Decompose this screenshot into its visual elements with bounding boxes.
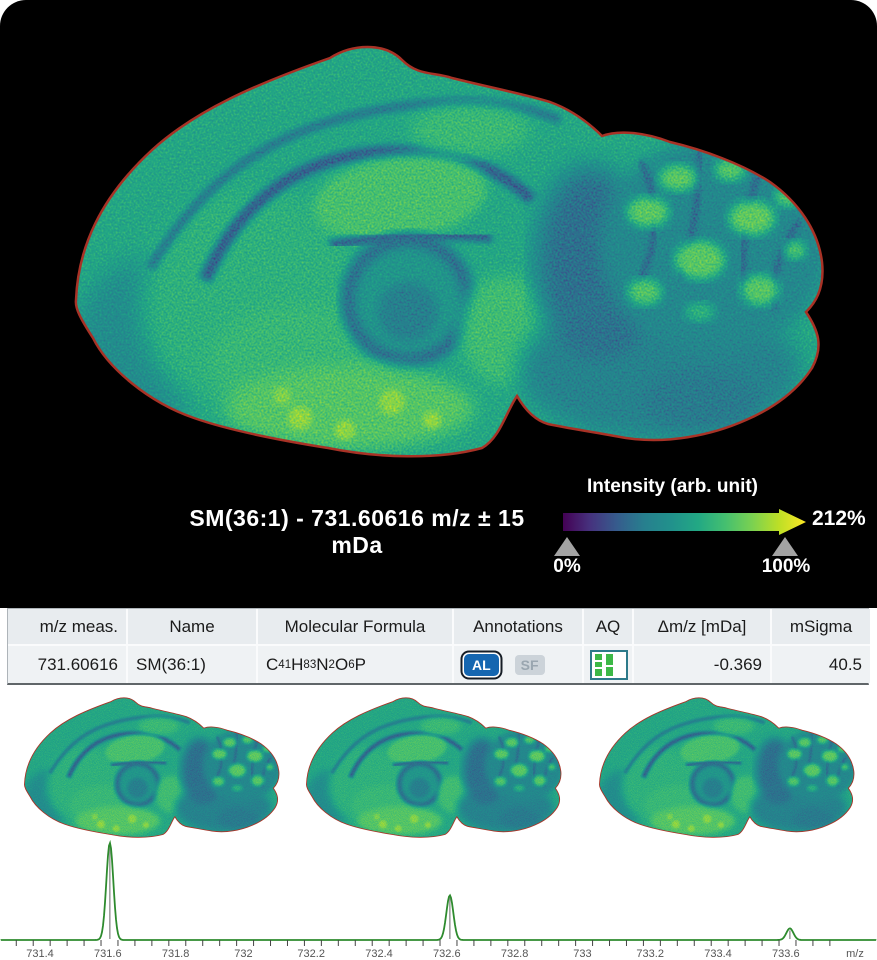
svg-text:731.4: 731.4: [26, 948, 54, 960]
svg-text:732.8: 732.8: [501, 948, 529, 960]
svg-text:733.6: 733.6: [772, 948, 800, 960]
annotation-badge-sf[interactable]: SF: [514, 654, 545, 675]
svg-text:732.6: 732.6: [433, 948, 461, 960]
svg-text:732: 732: [234, 948, 252, 960]
colorbar-min-marker[interactable]: [554, 537, 580, 556]
ion-image-panel[interactable]: SM(36:1) - 731.60616 m/z ± 15 mDa Intens…: [0, 0, 877, 608]
colorbar-title: Intensity (arb. unit): [587, 476, 758, 497]
cell-aq: [584, 646, 634, 683]
colorbar-min-label: 0%: [553, 556, 581, 577]
mass-spectrum[interactable]: 731.4 731.6 731.8 732 732.2 732.4 732.6 732.8 73…: [0, 838, 877, 960]
column-header-aq[interactable]: AQ: [584, 609, 634, 646]
aq-bar-icon: [595, 653, 602, 676]
cell-name[interactable]: SM(36:1): [128, 646, 258, 683]
column-header-msigma[interactable]: mSigma: [772, 609, 870, 646]
ion-image-thumbnail-1[interactable]: [16, 692, 288, 842]
colorbar-ref-marker[interactable]: [772, 537, 798, 556]
cell-msigma[interactable]: 40.5: [772, 646, 870, 683]
ion-image-label: SM(36:1) - 731.60616 m/z ± 15 mDa: [189, 505, 525, 558]
column-header-annotations[interactable]: Annotations: [454, 609, 584, 646]
svg-text:m/z: m/z: [846, 948, 864, 960]
colorbar-max-label: 212%: [812, 507, 866, 530]
column-header-molecular-formula[interactable]: Molecular Formula: [258, 609, 454, 646]
annotation-badge-al[interactable]: AL: [464, 653, 499, 676]
svg-text:733.4: 733.4: [704, 948, 732, 960]
colorbar-gradient: [563, 509, 806, 535]
column-header-name[interactable]: Name: [128, 609, 258, 646]
ion-image-thumbnail-3[interactable]: [588, 692, 866, 842]
area-quality-icon[interactable]: [590, 649, 628, 680]
svg-text:732.2: 732.2: [297, 948, 325, 960]
colorbar-ref-label: 100%: [761, 556, 811, 577]
cell-molecular-formula[interactable]: C 41 H 83 N 2 O 6 P: [258, 646, 454, 683]
cell-delta-mz[interactable]: -0.369: [634, 646, 772, 683]
annotation-table: m/z meas. Name Molecular Formula Annotat…: [7, 608, 870, 685]
cell-annotations: AL SF: [454, 646, 584, 683]
svg-text:731.6: 731.6: [94, 948, 122, 960]
ion-image-thumbnail-2[interactable]: [298, 692, 570, 842]
column-header-delta-mz[interactable]: Δm/z [mDa]: [634, 609, 772, 646]
svg-text:733: 733: [573, 948, 591, 960]
aq-bar-icon: [606, 653, 613, 676]
svg-text:733.2: 733.2: [636, 948, 664, 960]
svg-text:731.8: 731.8: [162, 948, 190, 960]
column-header-mz-meas[interactable]: m/z meas.: [8, 609, 128, 646]
cell-mz-meas[interactable]: 731.60616: [8, 646, 128, 683]
svg-text:732.4: 732.4: [365, 948, 393, 960]
